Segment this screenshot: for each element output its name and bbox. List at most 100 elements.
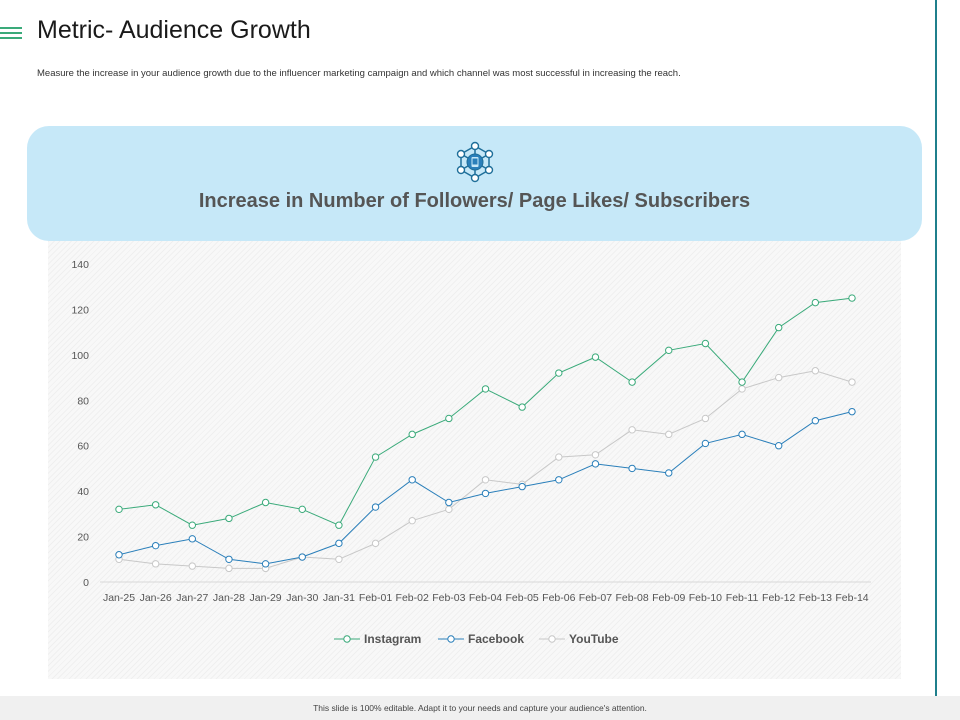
youtube-point [591, 451, 600, 459]
facebook-point [188, 535, 197, 543]
facebook-point [225, 555, 233, 563]
youtube-point [555, 453, 563, 461]
facebook-point [115, 551, 123, 559]
youtube-point [481, 476, 490, 484]
facebook-point [775, 442, 783, 450]
x-tick-label: Feb-04 [469, 592, 502, 604]
y-tick-label: 100 [71, 350, 89, 362]
facebook-point [335, 539, 343, 548]
youtube-point [408, 516, 416, 525]
facebook-point [701, 439, 710, 448]
footer-bar [0, 696, 960, 720]
right-edge-rule [935, 0, 937, 720]
y-tick-label: 140 [71, 259, 89, 271]
youtube-point [151, 560, 160, 568]
x-tick-label: Feb-14 [835, 592, 868, 604]
x-tick-label: Feb-11 [726, 592, 759, 604]
y-tick-label: 80 [77, 395, 89, 407]
youtube-legend-label: YouTube [569, 632, 619, 646]
instagram-point [335, 521, 343, 529]
youtube-point [225, 564, 233, 573]
instagram-point [591, 353, 600, 361]
page-subtitle: Measure the increase in your audience gr… [37, 68, 681, 79]
x-tick-label: Jan-25 [103, 592, 135, 604]
facebook-point [298, 553, 306, 561]
x-tick-label: Jan-27 [176, 592, 208, 604]
x-tick-label: Feb-13 [799, 592, 832, 604]
instagram-point [665, 346, 673, 355]
instagram-point [225, 514, 233, 523]
y-tick-label: 60 [77, 441, 89, 453]
instagram-point [115, 505, 123, 514]
y-tick-label: 0 [83, 577, 89, 589]
facebook-point [738, 430, 746, 439]
youtube-point [811, 367, 820, 375]
youtube-point [371, 539, 380, 548]
instagram-point [445, 414, 453, 423]
instagram-point [298, 505, 306, 514]
x-tick-label: Jan-29 [250, 592, 282, 604]
youtube-point [665, 430, 673, 439]
facebook-point [481, 489, 490, 498]
instagram-point [775, 323, 783, 332]
facebook-point [151, 541, 160, 550]
youtube-point [848, 378, 856, 386]
facebook-point [665, 469, 673, 477]
instagram-point [151, 501, 160, 509]
instagram-point [701, 339, 710, 348]
instagram-point [371, 453, 380, 461]
instagram-point [518, 403, 526, 411]
youtube-point [628, 426, 636, 434]
facebook-point [811, 417, 820, 425]
facebook-point [261, 560, 270, 568]
instagram-legend-label: Instagram [364, 632, 421, 646]
chart-title: Increase in Number of Followers/ Page Li… [198, 190, 751, 212]
youtube-point [738, 385, 746, 393]
instagram-point [408, 430, 416, 439]
youtube-point [335, 555, 343, 563]
x-tick-label: Jan-30 [286, 592, 318, 604]
x-tick-label: Jan-28 [213, 592, 245, 604]
y-tick-label: 120 [71, 304, 89, 316]
instagram-point [811, 298, 820, 307]
page-title: Metric- Audience Growth [37, 16, 311, 44]
instagram-point [738, 378, 746, 386]
instagram-legend-marker [343, 635, 351, 643]
menu-icon[interactable] [0, 26, 22, 40]
instagram-point [481, 385, 490, 393]
youtube-point [775, 373, 783, 382]
x-tick-label: Feb-08 [615, 592, 648, 604]
social-network-icon [456, 141, 494, 183]
youtube-point [188, 562, 197, 570]
instagram-point [555, 369, 563, 377]
facebook-legend-label: Facebook [468, 632, 524, 646]
x-tick-label: Feb-03 [432, 592, 465, 604]
facebook-point [445, 498, 453, 507]
facebook-point [371, 503, 380, 511]
facebook-point [518, 482, 526, 491]
instagram-point [848, 294, 856, 302]
facebook-point [408, 476, 416, 484]
x-tick-label: Feb-05 [506, 592, 539, 604]
x-tick-label: Feb-01 [359, 592, 392, 604]
instagram-point [628, 378, 636, 386]
chart-area [48, 241, 901, 679]
facebook-legend-marker [447, 635, 455, 643]
footer-text: This slide is 100% editable. Adapt it to… [313, 703, 647, 713]
youtube-point [445, 505, 453, 514]
x-tick-label: Jan-26 [140, 592, 172, 604]
instagram-point [261, 498, 270, 507]
youtube-point [701, 414, 710, 423]
x-tick-label: Feb-09 [652, 592, 685, 604]
y-tick-label: 20 [77, 532, 89, 544]
x-tick-label: Feb-06 [542, 592, 575, 604]
x-tick-label: Feb-02 [396, 592, 429, 604]
youtube-line [118, 370, 853, 569]
x-tick-label: Feb-07 [579, 592, 612, 604]
x-tick-label: Feb-10 [689, 592, 722, 604]
instagram-point [188, 521, 197, 529]
facebook-point [628, 464, 636, 473]
facebook-point [591, 460, 600, 468]
y-tick-label: 40 [77, 486, 89, 498]
